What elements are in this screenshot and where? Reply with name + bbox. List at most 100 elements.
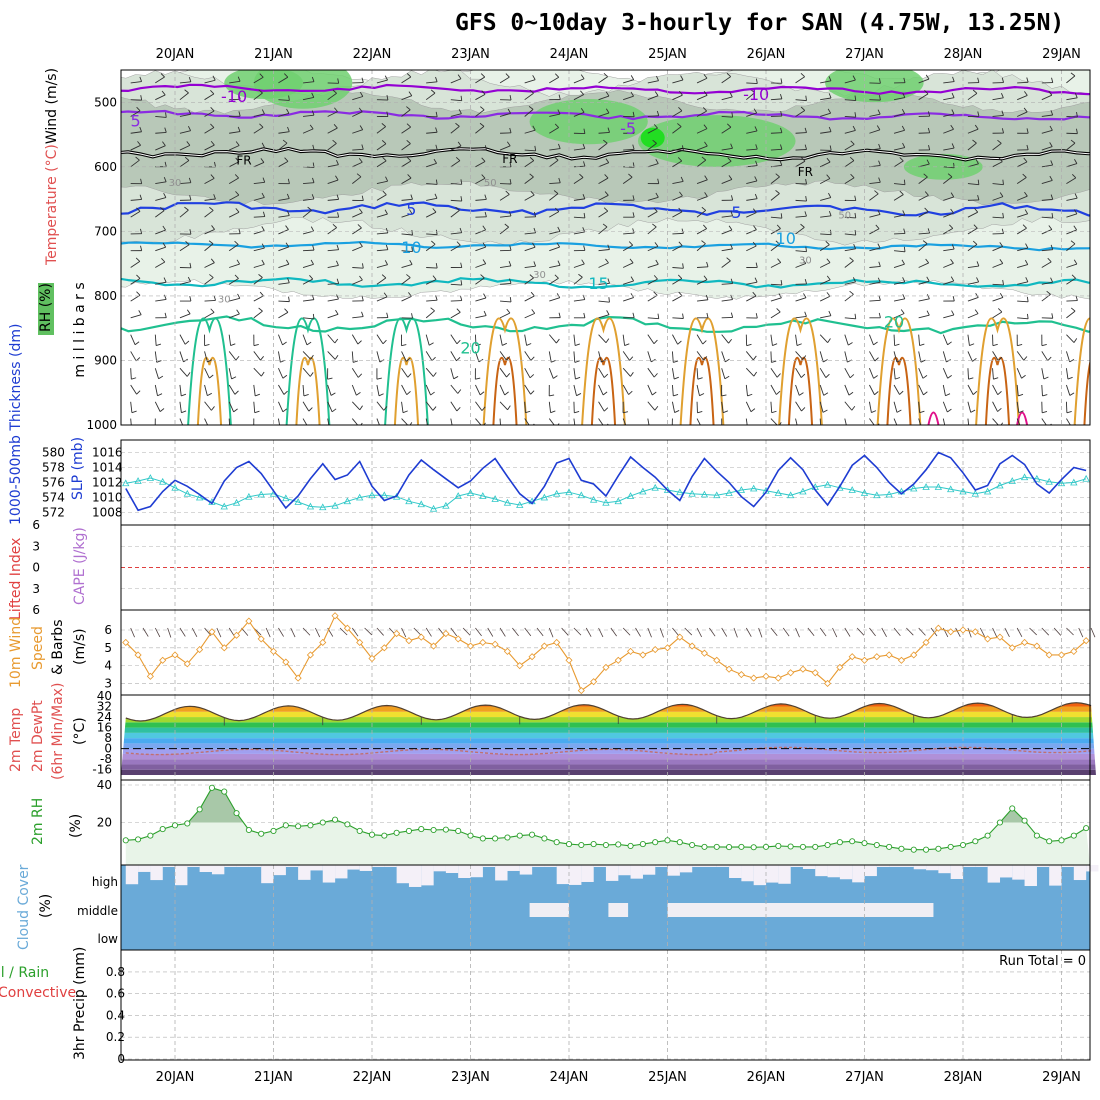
wind-barb-flag xyxy=(411,313,413,319)
wind-barb-flag xyxy=(924,207,929,212)
wind-barb xyxy=(893,298,905,302)
cloud-high-gap xyxy=(963,865,976,867)
wind-barb xyxy=(1091,110,1100,116)
precip-convective-label: Convective xyxy=(0,985,76,1001)
wind-barb xyxy=(475,93,486,101)
wind-barb xyxy=(1017,81,1029,84)
wind-barb xyxy=(352,246,363,252)
wind-barb xyxy=(1091,279,1100,284)
cloud-high-gap xyxy=(507,865,520,871)
wind-barb xyxy=(1091,351,1097,360)
wind-barb xyxy=(155,210,165,218)
wind-barb-flag xyxy=(189,195,192,201)
wind-barb xyxy=(869,266,881,268)
wind-barb-flag xyxy=(703,74,708,79)
wind-barb-flag xyxy=(825,373,830,378)
wind-barb-flag xyxy=(453,427,458,429)
wind-barb xyxy=(524,384,531,395)
wind-barb xyxy=(992,161,1003,168)
wind-barb-flag xyxy=(975,292,979,298)
wind-barb xyxy=(770,98,782,101)
wind-barb xyxy=(672,267,684,269)
wind-barb xyxy=(315,627,321,638)
wind-barb xyxy=(795,76,805,84)
wind-barb xyxy=(647,367,655,378)
wind-barb-flag xyxy=(849,290,854,295)
wind-barb xyxy=(376,296,388,302)
wind-barb xyxy=(376,334,384,345)
wind-barb-flag xyxy=(901,108,906,114)
cloud-high-gap xyxy=(372,865,385,867)
wind-barb xyxy=(351,334,359,345)
wind-barb xyxy=(844,99,856,101)
wind-barb-flag xyxy=(432,406,437,411)
data-point xyxy=(823,480,832,488)
wind-barb-flag xyxy=(331,408,337,413)
wind-barb-flag xyxy=(705,294,709,300)
wind-barb xyxy=(352,316,364,319)
wind-barb-flag xyxy=(234,274,239,279)
wind-barb-flag xyxy=(582,143,586,149)
wind-barb-flag xyxy=(481,174,486,179)
wind-barb-flag xyxy=(386,95,389,101)
wind-barb xyxy=(844,334,849,346)
wind-barb xyxy=(376,213,388,218)
cloud-middle-gap xyxy=(608,903,629,917)
wind-barb-flag xyxy=(189,296,192,302)
wind-barb-flag xyxy=(456,308,461,313)
wind-barb-flag xyxy=(482,225,487,231)
wind-barb xyxy=(425,211,437,218)
wind-barb-flag xyxy=(1075,295,1078,301)
cloud-high-gap xyxy=(298,865,311,880)
wind-barb-flag xyxy=(1051,313,1054,319)
wind-barb-flag xyxy=(606,310,610,315)
wind-barb-flag xyxy=(923,173,928,178)
wind-barb xyxy=(795,199,807,202)
wind-barb-flag xyxy=(752,355,757,361)
wind-barb xyxy=(967,418,970,425)
wind-barb xyxy=(967,627,972,638)
wind-barb-flag xyxy=(999,192,1004,197)
data-point xyxy=(368,491,376,499)
wind-barb xyxy=(647,294,658,302)
data-point xyxy=(208,628,216,636)
data-point xyxy=(405,637,413,645)
wind-barb xyxy=(475,384,481,396)
wind-barb xyxy=(844,384,850,396)
wind-barb xyxy=(733,627,738,638)
data-point xyxy=(651,646,659,654)
cloud-middle-gap xyxy=(844,903,934,917)
wind-barb xyxy=(204,368,210,379)
wind-barb xyxy=(475,177,486,184)
wind-barb-flag xyxy=(771,360,777,363)
cloud-high-gap xyxy=(310,865,323,871)
cloud-high-gap xyxy=(150,865,163,881)
wind-barb-flag xyxy=(384,260,388,265)
wind-barb-flag xyxy=(1024,191,1028,197)
wind-barb-flag xyxy=(480,106,485,111)
wind-barb-flag xyxy=(484,145,487,151)
wind-barb-flag xyxy=(161,258,166,263)
wind-barb xyxy=(475,263,486,268)
wind-barb xyxy=(499,418,501,425)
wind-barb xyxy=(745,367,755,377)
wind-barb xyxy=(1066,277,1076,285)
wind-barb-flag xyxy=(876,125,881,131)
wind-barb-flag xyxy=(653,291,658,296)
wind-barb-flag xyxy=(509,179,512,185)
wind-barb xyxy=(228,384,236,395)
cloud-high-gap xyxy=(1012,865,1025,880)
cloud-high-gap xyxy=(852,865,865,883)
wind-barb xyxy=(1017,317,1029,320)
wind-barb-flag xyxy=(903,228,906,234)
wind-barb-flag xyxy=(505,190,510,195)
data-point xyxy=(393,629,401,638)
data-point xyxy=(923,846,930,853)
wind-barb-flag xyxy=(1076,128,1078,134)
wind-barb xyxy=(573,276,583,285)
wind-barb xyxy=(893,384,900,395)
wind-barb xyxy=(819,244,830,252)
wind-barb-flag xyxy=(972,358,977,362)
wind-barb xyxy=(745,418,748,425)
wind-barb xyxy=(598,162,609,168)
